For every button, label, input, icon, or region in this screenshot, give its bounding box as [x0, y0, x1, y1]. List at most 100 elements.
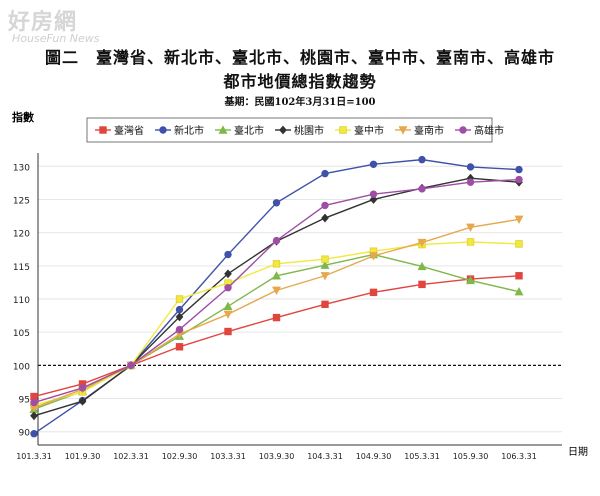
data-point	[418, 155, 426, 164]
legend-label: 新北市	[174, 124, 204, 137]
data-point	[369, 190, 378, 198]
data-point	[321, 169, 329, 178]
series-5	[30, 238, 523, 409]
watermark-logo: 好房網 HouseFun News	[2, 4, 112, 48]
data-point	[224, 284, 232, 292]
legend-marker	[398, 126, 408, 135]
chart-base-note: 基期：民國102年3月31日=100	[224, 97, 376, 108]
data-point	[369, 252, 378, 261]
data-point	[223, 301, 233, 311]
data-point	[321, 255, 329, 263]
data-point	[30, 411, 38, 421]
data-point	[175, 312, 184, 322]
legend-marker	[218, 125, 228, 134]
data-point	[515, 175, 523, 184]
data-point	[272, 260, 281, 268]
axes: 90 95 100 105 110 115 120 125 130 101.3.31 101.9.3…	[13, 153, 562, 461]
data-point	[224, 327, 232, 336]
data-point	[418, 185, 426, 193]
data-point	[321, 213, 329, 223]
data-point	[272, 199, 281, 207]
data-point	[320, 272, 330, 281]
y-tick-label: 110	[13, 296, 30, 306]
data-point	[321, 201, 329, 210]
legend-label: 臺灣省	[114, 124, 144, 137]
data-point	[78, 384, 87, 392]
data-point	[175, 295, 184, 303]
x-tick-label: 102.3.31	[113, 452, 149, 461]
chart-subtitle: 都市地價總指數趨勢	[223, 72, 377, 91]
y-tick-label: 130	[13, 163, 30, 173]
legend-label: 高雄市	[474, 124, 504, 137]
legend: 臺灣省 新北市 臺北市 桃園市 臺中市 臺南市 高雄市	[86, 117, 504, 143]
data-point	[466, 163, 475, 171]
x-tick-label: 103.9.30	[259, 452, 295, 461]
x-tick-label: 104.9.30	[356, 452, 392, 461]
legend-marker	[99, 126, 107, 134]
watermark-text: 好房網	[8, 10, 78, 35]
legend-label: 臺中市	[354, 124, 384, 137]
legend-marker	[159, 126, 167, 134]
grid	[38, 165, 562, 433]
data-point	[272, 236, 281, 245]
data-point	[224, 269, 232, 279]
data-point	[224, 250, 232, 259]
data-point	[369, 160, 378, 168]
legend-label: 臺北市	[234, 124, 264, 137]
y-tick-label: 115	[13, 263, 30, 273]
data-point	[272, 286, 281, 296]
data-point	[514, 287, 524, 296]
data-point	[417, 238, 427, 248]
data-point	[30, 430, 38, 438]
data-point	[78, 396, 87, 406]
y-tick-label: 100	[13, 362, 30, 372]
data-point	[515, 272, 523, 280]
y-tick-label: 105	[13, 329, 30, 339]
x-tick-label: 104.3.31	[307, 452, 343, 461]
legend-label: 桃園市	[294, 124, 324, 137]
y-tick-label: 120	[13, 230, 30, 240]
series-4	[30, 173, 523, 421]
data-point	[417, 261, 427, 271]
data-point	[127, 361, 135, 370]
data-point	[272, 271, 281, 280]
y-tick-label: 95	[19, 396, 30, 406]
watermark-subtext: HouseFun News	[12, 32, 100, 45]
x-tick-label: 102.9.30	[162, 452, 198, 461]
x-tick-label: 105.3.31	[404, 452, 440, 461]
y-axis-label: 指數	[12, 110, 34, 124]
data-point	[223, 310, 233, 319]
legend-label: 臺南市	[414, 124, 444, 137]
chart-title: 圖二 臺灣省、新北市、臺北市、桃園市、臺中市、臺南市、高雄市	[44, 48, 555, 67]
data-point	[466, 238, 475, 246]
series-line	[33, 218, 520, 409]
data-point	[175, 325, 184, 334]
legend-marker	[339, 126, 347, 134]
data-point	[30, 398, 38, 407]
data-point	[466, 275, 475, 285]
series-2	[30, 155, 523, 438]
x-axis-label: 日期	[568, 446, 588, 458]
data-point	[321, 300, 329, 309]
x-tick-label: 105.9.30	[453, 452, 489, 461]
series-7	[30, 175, 523, 407]
data-point	[515, 240, 523, 248]
series-3	[29, 249, 524, 413]
x-tick-label: 101.9.30	[65, 452, 101, 461]
data-point	[175, 343, 184, 351]
y-tick-label: 90	[19, 429, 31, 439]
data-point	[515, 165, 523, 174]
legend-marker	[279, 125, 287, 135]
y-tick-label: 125	[13, 196, 30, 206]
data-point	[418, 280, 426, 289]
series-group	[29, 155, 524, 438]
data-point	[466, 178, 475, 186]
series-line	[33, 177, 520, 417]
x-tick-label: 106.3.31	[501, 452, 537, 461]
data-point	[514, 215, 524, 225]
data-point	[369, 195, 378, 204]
x-tick-label: 103.3.31	[210, 452, 246, 461]
data-point	[320, 260, 330, 269]
legend-marker	[459, 126, 467, 134]
